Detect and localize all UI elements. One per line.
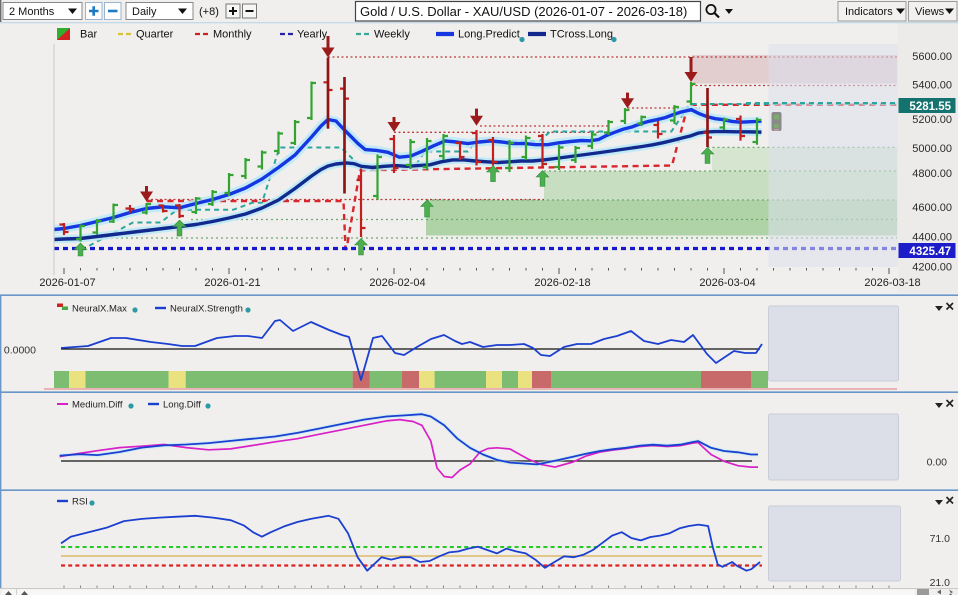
svg-text:2026-03-04: 2026-03-04 bbox=[699, 277, 755, 289]
svg-text:2 Months: 2 Months bbox=[9, 6, 55, 18]
svg-text:Long.Predict: Long.Predict bbox=[458, 29, 520, 41]
svg-text:Long.Diff: Long.Diff bbox=[163, 400, 201, 411]
svg-text:2026-02-04: 2026-02-04 bbox=[369, 277, 425, 289]
svg-text:5200.00: 5200.00 bbox=[912, 114, 952, 126]
svg-text:Indicators: Indicators bbox=[845, 6, 893, 18]
svg-text:RSI: RSI bbox=[72, 497, 88, 508]
svg-text:Yearly: Yearly bbox=[297, 29, 328, 41]
svg-text:Quarter: Quarter bbox=[136, 29, 174, 41]
svg-text:Gold / U.S. Dollar - XAU/USD (: Gold / U.S. Dollar - XAU/USD (2026-01-07… bbox=[360, 4, 687, 19]
svg-text:(+8): (+8) bbox=[199, 6, 219, 18]
svg-text:4800.00: 4800.00 bbox=[912, 168, 952, 180]
svg-text:0.00: 0.00 bbox=[927, 457, 948, 469]
svg-text:4600.00: 4600.00 bbox=[912, 202, 952, 214]
svg-text:21.0: 21.0 bbox=[930, 577, 951, 589]
svg-text:Monthly: Monthly bbox=[213, 29, 252, 41]
svg-text:5000.00: 5000.00 bbox=[912, 143, 952, 155]
svg-text:Daily: Daily bbox=[132, 6, 157, 18]
svg-text:2026-01-21: 2026-01-21 bbox=[204, 277, 260, 289]
svg-text:NeuralX.Max: NeuralX.Max bbox=[72, 304, 127, 315]
svg-text:TCross.Long: TCross.Long bbox=[550, 29, 613, 41]
svg-text:Weekly: Weekly bbox=[374, 29, 410, 41]
svg-text:4400.00: 4400.00 bbox=[912, 232, 952, 244]
svg-text:0.0000: 0.0000 bbox=[4, 345, 36, 357]
svg-text:5600.00: 5600.00 bbox=[912, 51, 952, 63]
svg-text:5281.55: 5281.55 bbox=[909, 101, 951, 113]
svg-text:2026-03-18: 2026-03-18 bbox=[864, 277, 920, 289]
svg-text:Views: Views bbox=[915, 6, 945, 18]
svg-text:NeuralX.Strength: NeuralX.Strength bbox=[170, 304, 243, 315]
svg-text:5400.00: 5400.00 bbox=[912, 80, 952, 92]
svg-text:4325.47: 4325.47 bbox=[909, 246, 951, 258]
svg-text:2026-01-07: 2026-01-07 bbox=[39, 277, 95, 289]
svg-text:4200.00: 4200.00 bbox=[912, 262, 952, 274]
svg-text:Medium.Diff: Medium.Diff bbox=[72, 400, 123, 411]
svg-text:71.0: 71.0 bbox=[930, 533, 951, 545]
svg-text:2026-02-18: 2026-02-18 bbox=[534, 277, 590, 289]
svg-text:Bar: Bar bbox=[80, 29, 97, 41]
